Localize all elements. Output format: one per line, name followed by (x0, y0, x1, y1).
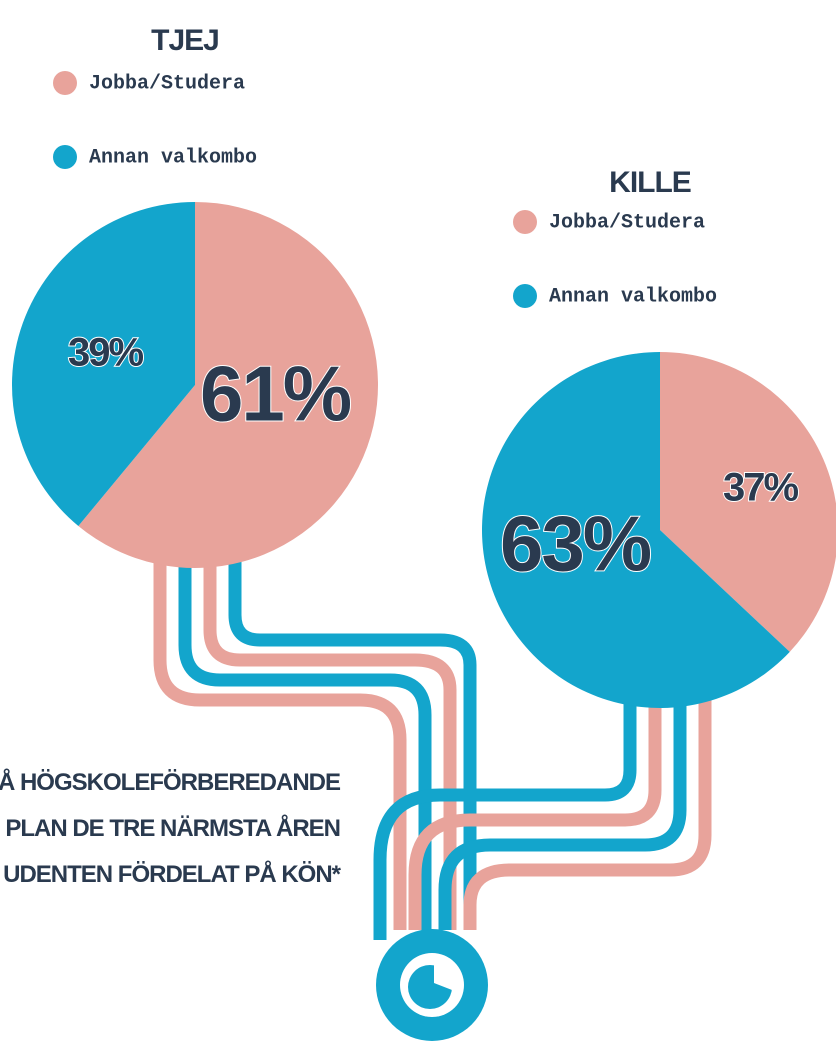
legend-swatch (513, 210, 537, 234)
icon-slice (434, 961, 454, 990)
legend-swatch (53, 71, 77, 95)
pipe (373, 690, 637, 940)
pipe (203, 560, 457, 930)
caption-line: PÅ HÖGSKOLEFÖRBEREDANDE (0, 768, 341, 796)
pie-slice (660, 352, 836, 652)
pipe (463, 690, 712, 930)
legend-label: Jobba/Studera (89, 72, 245, 95)
pipe (153, 560, 407, 930)
data-label: 37% (723, 466, 798, 510)
pie-slice (12, 202, 196, 527)
data-label: 61% (200, 350, 351, 438)
charts: TJEJ Jobba/Studera Annan valkombo 61% 39% KIL… (12, 24, 836, 708)
chart-title: KILLE (609, 166, 691, 199)
data-label: 39% (68, 331, 143, 375)
legend-swatch (53, 145, 77, 169)
pie-slice (78, 202, 379, 568)
legend-swatch (513, 284, 537, 308)
legend-label: Jobba/Studera (549, 211, 705, 234)
pipe (438, 690, 687, 930)
pipe (228, 560, 477, 930)
bottom-icon (376, 929, 488, 1041)
pipes (153, 560, 712, 940)
caption-line: PLAN DE TRE NÄRMSTA ÅREN (5, 814, 340, 842)
caption-line: UDENTEN FÖRDELAT PÅ KÖN* (3, 860, 342, 888)
chart-title: TJEJ (151, 24, 219, 57)
legend-label: Annan valkombo (89, 146, 257, 169)
legend-label: Annan valkombo (549, 285, 717, 308)
pipe (178, 560, 432, 930)
pie-slice (481, 352, 790, 708)
data-label: 63% (500, 500, 651, 588)
pipe (408, 690, 662, 930)
